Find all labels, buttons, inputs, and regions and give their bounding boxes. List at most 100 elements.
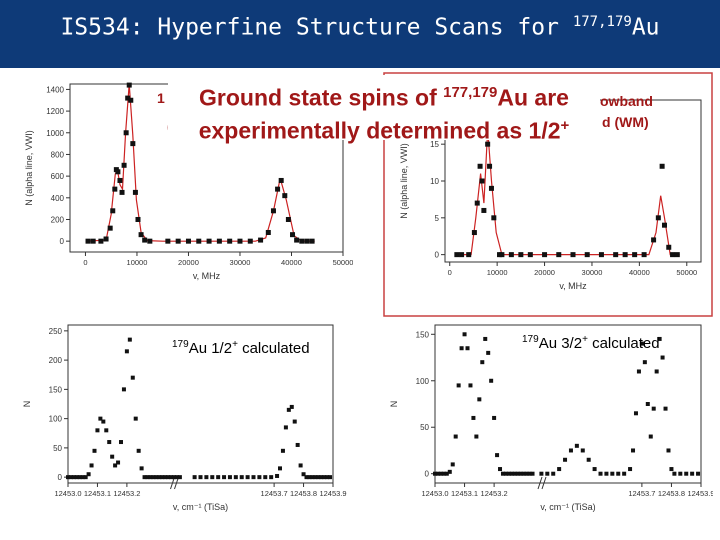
data-point [678,471,683,476]
data-point [237,238,243,244]
banner-line1-suffix: Au are [497,84,569,111]
x-tick-label: 30000 [230,258,251,267]
data-point [633,411,638,416]
data-point [557,467,562,472]
x-tick-label: 0 [448,268,452,277]
chart-179au-experimental: 0510152001000020000300004000050000v, MHz… [383,72,713,317]
y-tick-label: 5 [435,214,440,223]
data-point [642,360,647,365]
y-tick-label: 0 [435,251,440,260]
data-point [139,466,144,471]
data-point [438,471,443,476]
x-tick-label: 12453.1 [451,489,478,498]
data-point [444,471,449,476]
data-point [301,472,306,477]
data-point [322,475,327,480]
data-point [509,471,514,476]
data-point [481,207,487,213]
data-point [275,186,281,192]
data-point [304,238,310,244]
y-tick-label: 0 [58,473,63,482]
x-tick-label: 40000 [281,258,302,267]
calc-left-spin-sup: + [232,339,238,350]
data-point [483,336,488,341]
x-tick-label: 12453.8 [290,489,317,498]
data-point [290,232,296,238]
data-point [263,475,268,480]
data-point [613,252,619,258]
panel-bottom-left: 0 50 100 150 200 250 12453.0 12453.1 12453.2 1245… [8,315,348,533]
data-point [325,475,330,480]
data-point [556,252,562,258]
x-tick-label: 12453.7 [628,489,655,498]
x-tick-label: 12453.8 [658,489,685,498]
x-tick-label: 50000 [676,268,697,277]
data-point [185,238,191,244]
x-tick-label: 12453.7 [261,489,288,498]
data-point [622,471,627,476]
data-point [645,402,650,406]
data-point [474,434,479,439]
x-tick-label: 12453.2 [113,489,140,498]
data-point [433,471,437,476]
data-point [498,467,503,472]
data-point [480,360,485,365]
data-point [598,252,604,258]
data-point [474,200,480,206]
data-point [485,141,491,147]
data-point [636,369,641,374]
title-element: Au [631,14,660,41]
banner-text: Ground state spins of 177,179Au are expe… [168,79,600,144]
y-tick-label: 15 [430,140,439,149]
data-point [690,471,695,476]
data-point [278,177,284,183]
data-point [651,406,656,411]
data-point [441,471,446,476]
data-point [172,475,176,480]
data-point [622,252,628,258]
data-point [648,434,653,439]
x-axis-label: v, cm⁻¹ (TiSa) [540,502,595,512]
y-tick-label: 400 [51,194,65,203]
data-point [670,252,676,258]
data-point [196,238,202,244]
data-point [491,215,497,221]
data-point [492,415,497,420]
data-point [295,442,300,447]
data-point [192,475,197,480]
data-point [115,169,121,175]
calc-left-text: Au 1/2 [188,340,233,357]
y-tick-label: 250 [49,327,63,336]
x-tick-label: 20000 [178,258,199,267]
data-point [286,407,291,412]
data-point [166,475,171,480]
y-tick-label: 200 [49,356,63,365]
data-point [503,471,508,476]
data-point [270,208,276,214]
x-tick-label: 12453.1 [84,489,111,498]
data-point [292,419,297,424]
data-point [518,252,524,258]
data-point [666,448,671,453]
data-point [90,238,96,244]
data-point [539,471,544,476]
y-tick-label: 200 [51,215,65,224]
y-tick-label: 1400 [46,85,64,94]
data-point [68,475,73,480]
data-point [269,475,274,480]
y-tick-label: 600 [51,172,65,181]
chart-label-fragment-4: d (WM) [602,114,649,130]
data-point [521,471,526,476]
data-point [453,434,458,439]
x-axis-label: v, MHz [193,271,221,281]
data-point [304,475,309,480]
banner-line1-prefix: Ground state spins of [199,84,444,111]
data-point [216,238,222,244]
data-point [669,467,674,472]
data-point [119,189,125,195]
x-tick-label: 10000 [127,258,148,267]
data-point [471,415,476,420]
data-point [477,397,482,402]
data-point [477,163,483,169]
